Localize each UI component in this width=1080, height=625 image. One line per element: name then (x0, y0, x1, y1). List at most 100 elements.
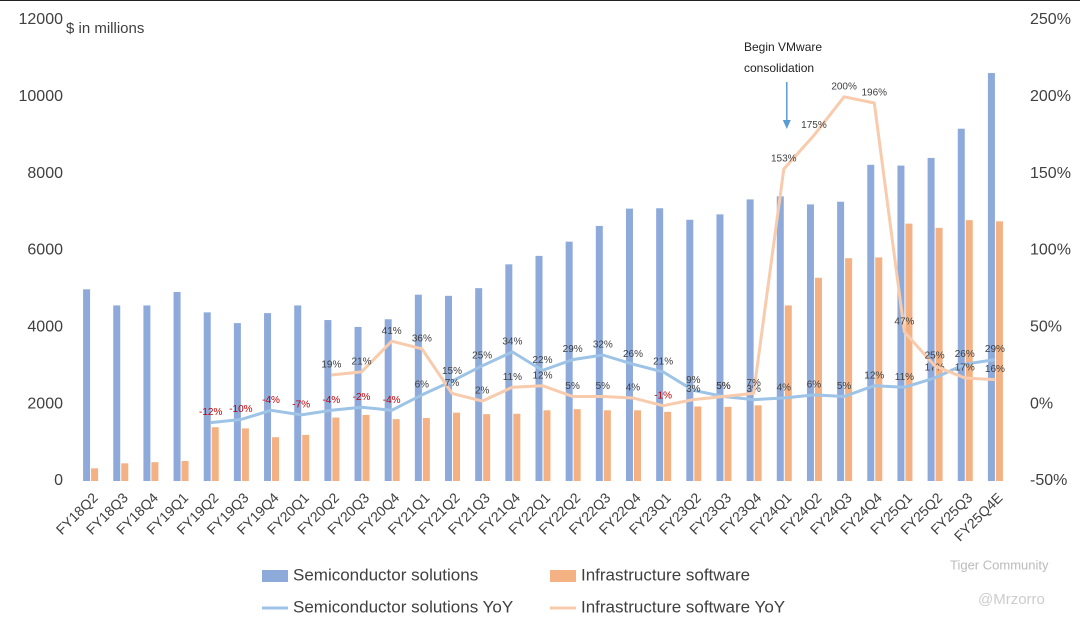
data-label: 6% (807, 380, 822, 391)
plot: 0 2000 4000 6000 8000 10000 12000 -50% 0% 50% 100%… (19, 11, 1071, 616)
y2-tick-label: 0% (1030, 395, 1053, 412)
legend-swatch (550, 570, 576, 582)
data-label: 16% (985, 364, 1005, 375)
annotation: consolidation (744, 61, 814, 75)
bar (173, 291, 181, 481)
bar (664, 411, 672, 481)
bar (603, 410, 611, 481)
bar (203, 312, 211, 481)
bar (143, 305, 151, 481)
bar (656, 208, 664, 481)
data-label: 4% (626, 383, 641, 394)
y2-tick-label: 100% (1030, 242, 1071, 259)
bar (867, 164, 875, 482)
data-label: 29% (563, 344, 583, 355)
bar (716, 214, 724, 481)
data-label: 5% (596, 381, 611, 392)
y-tick-label: 10000 (19, 88, 64, 105)
bar (392, 419, 400, 481)
data-label: 9% (686, 375, 701, 386)
bar (686, 219, 694, 481)
bar (91, 468, 99, 481)
bar (965, 220, 973, 482)
bar (806, 204, 814, 481)
data-label: 200% (831, 81, 857, 92)
bar (151, 462, 159, 481)
bar (845, 258, 853, 481)
bar (573, 409, 581, 481)
bar (332, 417, 340, 481)
bar (633, 410, 641, 481)
bar (776, 196, 784, 481)
data-label: 34% (502, 337, 522, 348)
legend-label: Infrastructure software YoY (581, 597, 785, 616)
bar (422, 417, 430, 481)
y-tick-label: 8000 (27, 165, 63, 182)
bar (543, 410, 551, 481)
data-label: 32% (593, 340, 613, 351)
y2-tick-label: 150% (1030, 165, 1071, 182)
bar (595, 225, 603, 481)
watermark: Tiger Community (950, 557, 1049, 572)
data-label: 17% (925, 363, 945, 374)
bar (784, 305, 792, 481)
data-label: -4% (262, 395, 280, 406)
bar (814, 277, 822, 481)
bar (181, 461, 189, 481)
data-label: 5% (716, 381, 731, 392)
bar (837, 201, 845, 482)
legend-label: Infrastructure software (581, 565, 750, 584)
bar (83, 289, 91, 481)
data-label: -1% (654, 390, 672, 401)
line (331, 95, 995, 408)
bar (483, 414, 491, 481)
data-label: 41% (382, 326, 402, 337)
bar (927, 157, 935, 481)
data-label: -12% (199, 407, 222, 418)
bar (354, 326, 362, 481)
y-tick-label: 0 (54, 472, 63, 489)
bar (905, 223, 913, 481)
y2-tick-label: 250% (1030, 11, 1071, 28)
legend-swatch (262, 570, 288, 582)
data-label: 29% (985, 344, 1005, 355)
bar (875, 257, 883, 481)
bar (935, 227, 943, 481)
data-label: 12% (532, 370, 552, 381)
y2-tick-label: -50% (1030, 472, 1067, 489)
data-label: 25% (472, 350, 492, 361)
data-label: 5% (565, 381, 580, 392)
watermark: @Mrzorro (978, 591, 1045, 608)
y2-tick-label: 50% (1030, 319, 1062, 336)
bar (995, 221, 1003, 481)
data-label: 7% (746, 378, 761, 389)
data-label: 21% (653, 357, 673, 368)
data-label: -10% (229, 404, 252, 415)
data-label: 22% (532, 355, 552, 366)
bar (233, 323, 241, 481)
data-label: 26% (623, 349, 643, 360)
bar (897, 165, 905, 481)
bar (211, 427, 219, 481)
data-label: 47% (894, 317, 914, 328)
bar (362, 414, 370, 481)
bar (121, 463, 129, 481)
bar (513, 413, 521, 481)
data-label: 5% (837, 381, 852, 392)
bar (625, 208, 633, 481)
data-label: 36% (412, 333, 432, 344)
data-label: 17% (955, 363, 975, 374)
data-label: 196% (861, 88, 887, 99)
data-label: -4% (383, 395, 401, 406)
bar (694, 406, 702, 481)
bar (754, 405, 762, 481)
annotation: Begin VMware (744, 40, 822, 54)
bar (414, 294, 422, 481)
data-label: 25% (925, 350, 945, 361)
bar (384, 319, 392, 481)
data-label: 3% (686, 384, 701, 395)
data-label: 26% (955, 349, 975, 360)
bar (241, 428, 249, 481)
